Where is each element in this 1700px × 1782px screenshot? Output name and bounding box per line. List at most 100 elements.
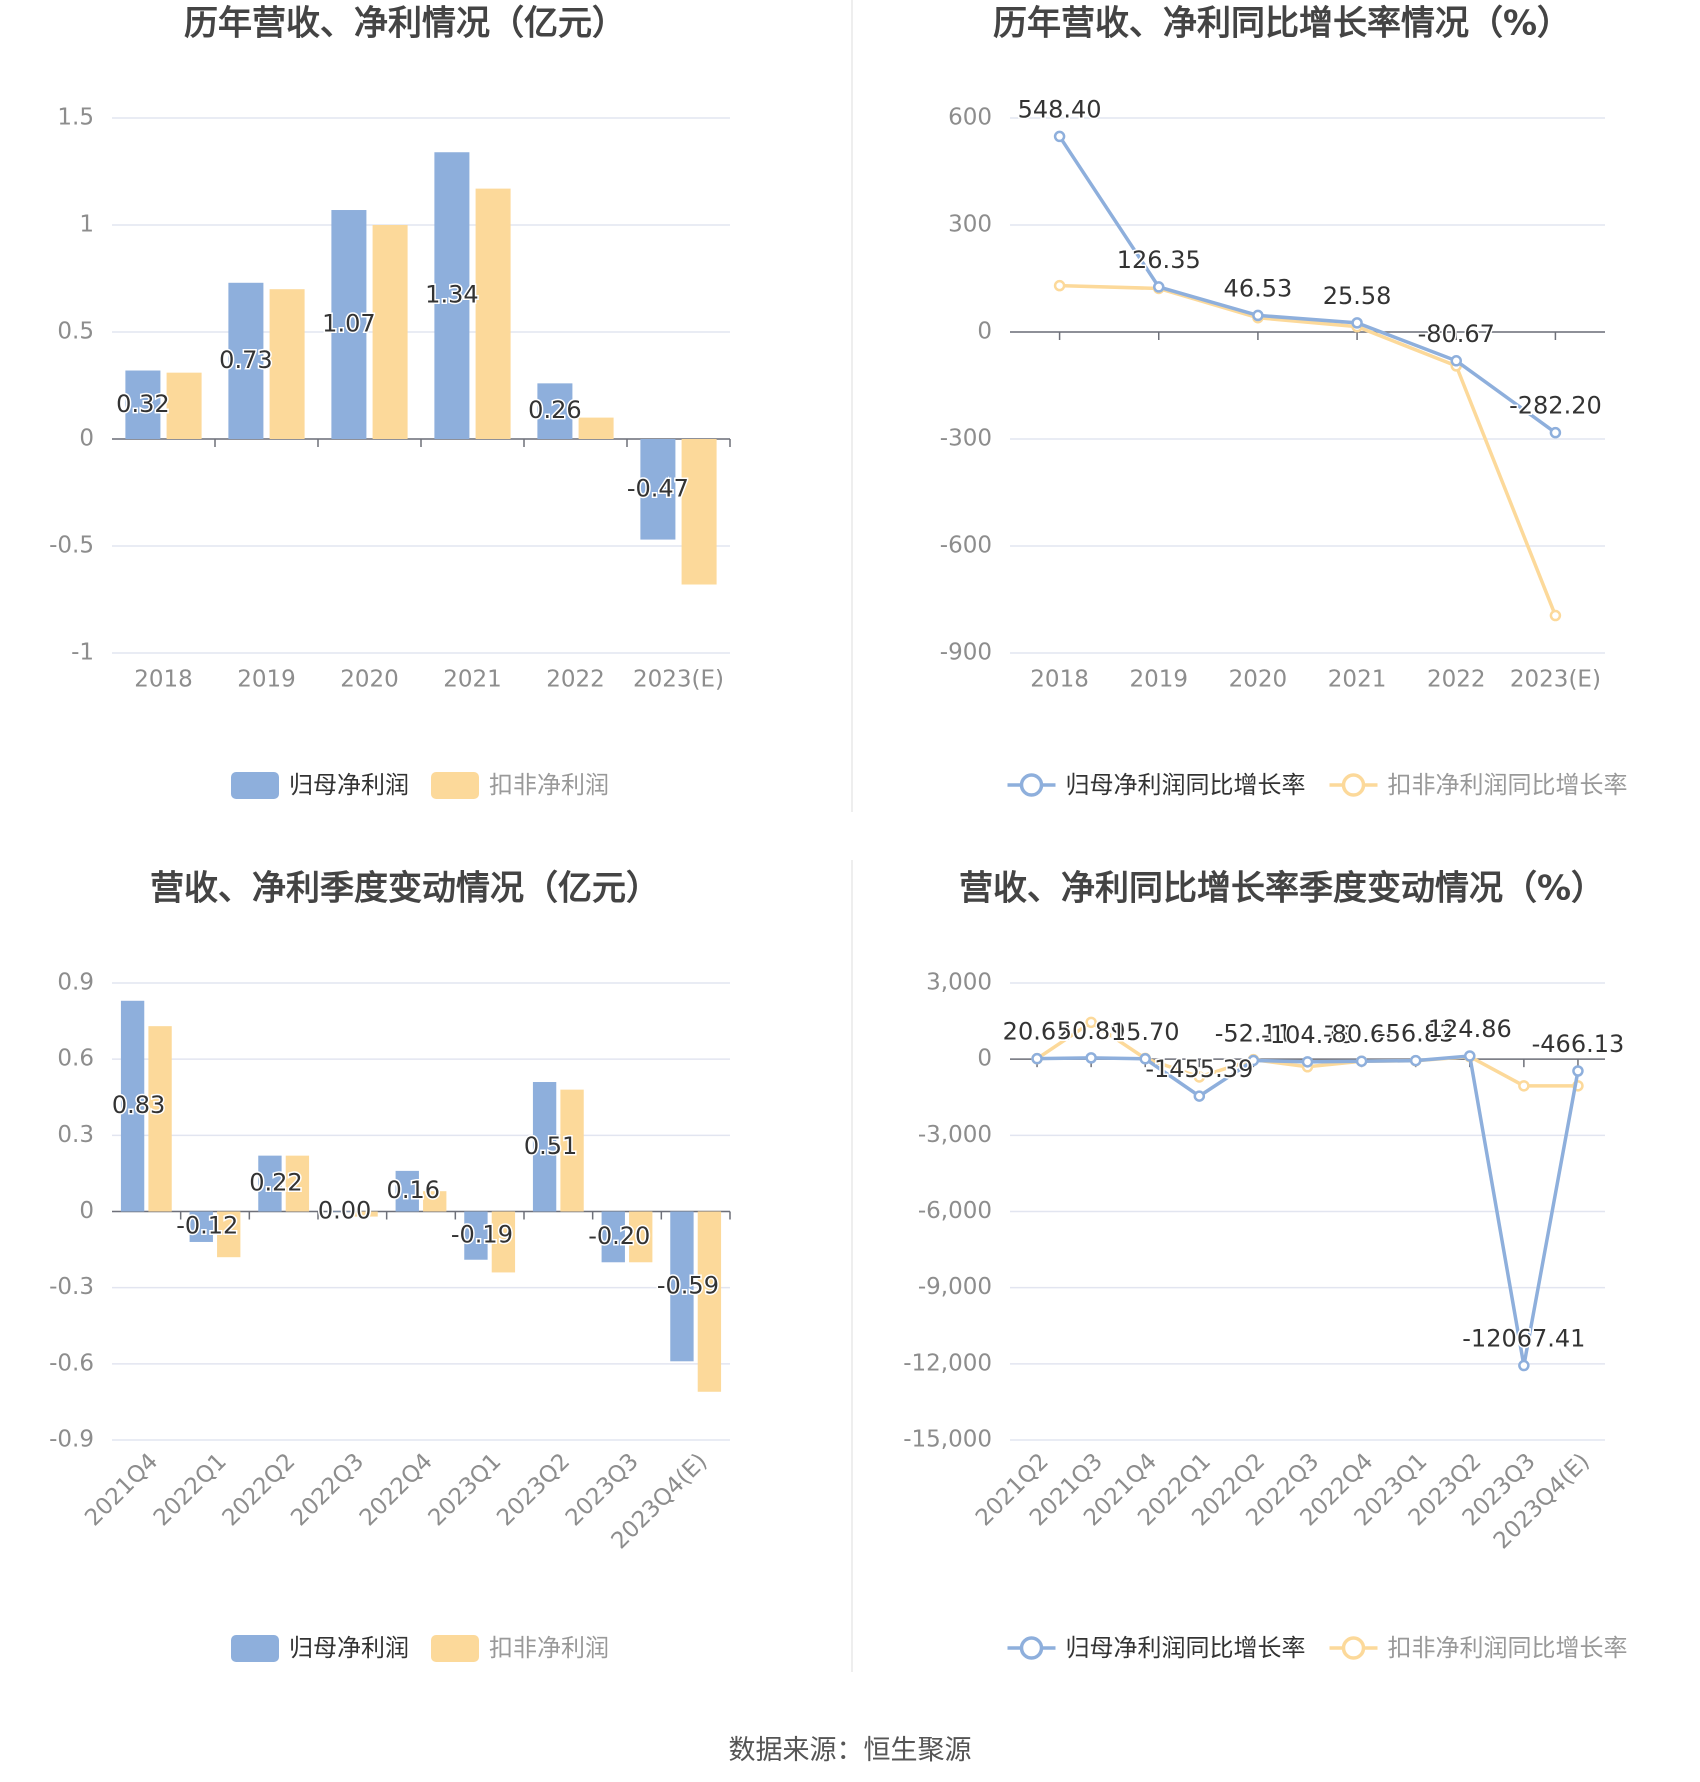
y-tick-label: -6,000 [918, 1198, 992, 1224]
x-tick-label: 2022Q2 [218, 1448, 301, 1531]
legend-label[interactable]: 归母净利润 [289, 771, 409, 799]
bar-deducted [217, 1211, 241, 1258]
y-tick-label: -9,000 [918, 1274, 992, 1300]
y-tick-label: 0 [79, 1198, 94, 1224]
data-label: 0.22 [249, 1169, 302, 1197]
data-label: 25.58 [1323, 282, 1392, 310]
legend-label[interactable]: 扣非净利润同比增长率 [1388, 771, 1628, 799]
point-parent [1139, 1053, 1151, 1065]
y-tick-label: 0 [977, 1046, 992, 1072]
legend-marker[interactable] [1019, 773, 1044, 797]
point-parent [1351, 317, 1363, 329]
bar-parent [464, 1211, 488, 1260]
chart-1: 历年营收、净利情况（亿元） 1.5 1 0.5 0 -0.5 -1 2018 2019 2020 2… [49, 4, 731, 799]
data-label: -466.13 [1532, 1030, 1625, 1058]
point-parent [1355, 1055, 1368, 1067]
legend-label[interactable]: 归母净利润 [289, 1634, 409, 1662]
point-parent [1085, 1052, 1097, 1064]
bar-deducted [560, 1089, 584, 1212]
y-tick-label: -3,000 [918, 1122, 992, 1148]
bar-parent [670, 1211, 694, 1362]
data-label: -104.78 [1261, 1021, 1354, 1049]
x-tick-label: 2022Q4 [355, 1448, 438, 1531]
data-label: 46.53 [1224, 274, 1293, 302]
data-label: 0.51 [524, 1132, 577, 1160]
x-tick-label: 2023Q1 [424, 1448, 507, 1531]
chart-title: 历年营收、净利同比增长率情况（%） [993, 4, 1571, 44]
point-deducted [1518, 1080, 1530, 1092]
data-label: -56.83 [1377, 1020, 1454, 1048]
legend-swatch[interactable] [431, 772, 479, 799]
legend-label[interactable]: 扣非净利润同比增长率 [1388, 1634, 1628, 1662]
bar-deducted [285, 1155, 310, 1212]
chart-2: 历年营收、净利同比增长率情况（%） 600 300 0 -300 -600 -900 2018… [940, 4, 1628, 800]
x-tick-label: 2018 [1030, 667, 1089, 693]
legend-swatch[interactable] [231, 1635, 279, 1662]
legend-label[interactable]: 扣非净利润 [489, 771, 609, 799]
bar-deducted [475, 188, 511, 439]
chart-4: 营收、净利同比增长率季度变动情况（%） 3,000 0 -3,000 -6,000 -9,… [903, 869, 1627, 1663]
legend-label[interactable]: 归母净利润同比增长率 [1066, 771, 1306, 799]
data-label: 1.34 [425, 281, 478, 309]
bar-parent [258, 1155, 282, 1212]
legend: 归母净利润 扣非净利润 [231, 771, 609, 799]
point-parent [1053, 130, 1066, 143]
x-tick-label: 2021 [443, 667, 502, 693]
y-tick-label: -12,000 [903, 1350, 992, 1376]
y-tick-label: -900 [940, 640, 992, 666]
legend-marker[interactable] [1341, 1636, 1366, 1660]
x-tick-label: 2023Q2 [492, 1448, 575, 1531]
data-label: 0.00 [318, 1197, 371, 1225]
data-label: -12067.41 [1462, 1325, 1585, 1353]
y-tick-label: -600 [940, 533, 992, 559]
data-source: 数据来源：恒生聚源 [728, 1735, 972, 1766]
legend-marker[interactable] [1019, 1636, 1044, 1660]
data-label: -282.20 [1509, 392, 1602, 420]
y-tick-label: 0.9 [57, 970, 94, 996]
x-tick-label: 2021Q4 [80, 1448, 163, 1531]
data-label: -80.66 [1323, 1020, 1400, 1048]
bar-parent [326, 1211, 351, 1212]
x-tick-label: 2022Q1 [149, 1448, 232, 1531]
legend-label[interactable]: 扣非净利润 [489, 1634, 609, 1662]
line-parent [1058, 135, 1557, 435]
bar-parent [601, 1211, 625, 1263]
point-parent [1450, 355, 1462, 367]
bar-parent [189, 1211, 213, 1242]
bar-deducted [491, 1211, 516, 1273]
y-tick-label: -0.3 [49, 1274, 94, 1300]
legend-swatch[interactable] [431, 1635, 479, 1662]
x-tick-label: 2023(E) [1510, 667, 1601, 693]
bar-deducted [423, 1191, 447, 1212]
bar-deducted [578, 417, 614, 439]
point-parent [1153, 281, 1165, 293]
bar-parent [434, 152, 470, 440]
point-deducted [1549, 609, 1562, 622]
y-tick-label: 0.3 [57, 1122, 94, 1148]
y-tick-label: -0.5 [49, 533, 94, 559]
point-parent [1572, 1065, 1584, 1077]
bar-parent [125, 370, 161, 439]
data-label: 0.73 [219, 346, 272, 374]
y-tick-label: -1 [71, 640, 94, 666]
bar-parent [331, 210, 367, 439]
y-tick-label: 1 [79, 212, 94, 238]
data-label: -0.47 [627, 474, 689, 502]
legend-marker[interactable] [1341, 773, 1366, 797]
bar-deducted [269, 289, 305, 439]
x-tick-label: 2019 [237, 667, 296, 693]
chart-3: 营收、净利季度变动情况（亿元）0.90.60.30-0.3-0.6-0.9202… [49, 869, 731, 1662]
bar-deducted [148, 1026, 172, 1212]
bar-deducted [681, 439, 717, 585]
chart-title: 历年营收、净利情况（亿元） [184, 4, 626, 44]
y-tick-label: -0.6 [49, 1350, 94, 1376]
y-tick-label: 1.5 [57, 105, 94, 131]
data-label: -0.20 [588, 1222, 650, 1250]
point-deducted [1193, 1071, 1206, 1083]
legend-swatch[interactable] [231, 772, 279, 799]
data-label: 20.62 [1003, 1018, 1072, 1046]
data-label: 1.07 [322, 310, 375, 338]
data-label: -0.19 [451, 1221, 513, 1249]
point-parent [1193, 1090, 1206, 1102]
legend-label[interactable]: 归母净利润同比增长率 [1066, 1634, 1306, 1662]
